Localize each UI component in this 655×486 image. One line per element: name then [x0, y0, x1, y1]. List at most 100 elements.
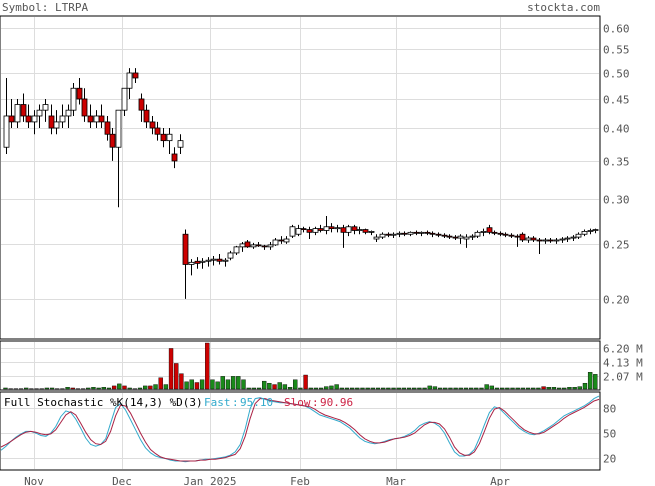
volume-bar	[324, 386, 329, 390]
volume-bar	[179, 373, 184, 390]
candle-body	[216, 258, 223, 262]
candle-body	[8, 115, 15, 123]
volume-bar	[567, 387, 572, 390]
candle-body	[233, 246, 240, 254]
volume-bar	[220, 376, 225, 390]
candle	[138, 93, 145, 122]
volume-bar	[479, 387, 484, 390]
stochastic-panel: 80 50 20 Full Stochastic %K(14,3) %D(3) Fa…	[0, 391, 616, 471]
candle	[345, 224, 352, 237]
x-axis-labels: Nov Dec Jan 2025 Feb Mar Apr	[24, 475, 510, 486]
candle	[328, 223, 335, 233]
volume-bar	[401, 387, 407, 390]
slow-legend-name: Slow	[284, 396, 311, 409]
candle-body	[31, 115, 38, 123]
candle	[486, 224, 493, 235]
volume-bar	[432, 386, 438, 390]
volume-bar	[484, 384, 489, 390]
candle-body	[592, 229, 599, 231]
candle-body	[530, 237, 537, 241]
candle	[373, 234, 380, 242]
candle	[216, 253, 223, 265]
candle-body	[188, 261, 195, 265]
candle-body	[362, 229, 369, 233]
volume-bar	[65, 387, 70, 390]
site-label[interactable]: stockta.com	[527, 1, 600, 14]
candle-body	[98, 115, 105, 123]
stochastic-tick-label: 80	[603, 403, 616, 416]
x-tick-label: Feb	[290, 475, 310, 486]
volume-bar	[427, 385, 432, 390]
x-tick-label: Dec	[112, 475, 132, 486]
volume-bar	[142, 385, 148, 390]
volume-bar	[318, 387, 324, 390]
candle-body	[514, 235, 521, 238]
candle-body	[570, 236, 577, 239]
candle	[81, 88, 88, 122]
volume-bar	[111, 385, 117, 390]
volume-bar	[189, 379, 194, 390]
candle-body	[160, 133, 167, 142]
volume-bar	[577, 386, 582, 390]
candle-body	[553, 239, 560, 242]
volume-bars	[3, 342, 598, 390]
candle-body	[407, 231, 414, 235]
candle-body	[452, 236, 459, 239]
candle-body	[93, 115, 100, 123]
candle	[497, 231, 504, 237]
candle-body	[480, 231, 487, 233]
candle	[25, 104, 32, 129]
candle-body	[446, 235, 453, 238]
volume-bar	[163, 384, 169, 390]
candle	[379, 232, 386, 240]
volume-bar	[339, 387, 344, 390]
candle	[553, 238, 560, 244]
candle	[469, 234, 476, 240]
volume-bar	[391, 387, 396, 390]
volume-bar	[494, 387, 500, 390]
candle-body	[53, 121, 60, 129]
candle	[233, 245, 240, 255]
candle	[42, 98, 49, 122]
candle-body	[486, 227, 493, 233]
candle-body	[351, 226, 358, 231]
candle	[300, 226, 307, 233]
volume-bar	[3, 387, 8, 390]
candle-body	[457, 235, 464, 239]
stochastic-tick-label: 50	[603, 428, 616, 441]
candle-body	[199, 260, 206, 263]
candle-body	[508, 234, 515, 237]
volume-bar	[174, 363, 179, 390]
candle-body	[182, 233, 189, 265]
volume-bar	[417, 387, 422, 390]
volume-bar	[287, 387, 293, 390]
volume-bar	[474, 387, 479, 390]
volume-bar	[386, 387, 391, 390]
candle-body	[3, 115, 10, 148]
volume-bar	[355, 387, 360, 390]
candle-body	[356, 229, 363, 231]
volume-bar	[251, 387, 257, 390]
x-tick-label: Nov	[24, 475, 44, 486]
candle	[429, 231, 436, 238]
volume-bar	[194, 382, 200, 390]
volume-bar	[91, 387, 96, 390]
candle-body	[581, 231, 588, 235]
candle-body	[272, 239, 279, 246]
candle-body	[289, 226, 296, 237]
candle-body	[171, 153, 178, 162]
price-tick-label: 0.20	[603, 294, 630, 307]
volume-bar	[380, 387, 386, 390]
candle-body	[300, 228, 307, 231]
fast-legend-name: Fast	[204, 396, 231, 409]
volume-bar	[49, 387, 55, 390]
volume-bar	[587, 372, 593, 390]
candle	[199, 258, 206, 269]
volume-bar	[261, 380, 267, 390]
candle	[334, 224, 341, 233]
candle	[59, 104, 66, 129]
candle	[14, 98, 21, 129]
candle	[109, 128, 116, 161]
candle	[368, 230, 375, 236]
volume-grid	[1, 342, 599, 389]
